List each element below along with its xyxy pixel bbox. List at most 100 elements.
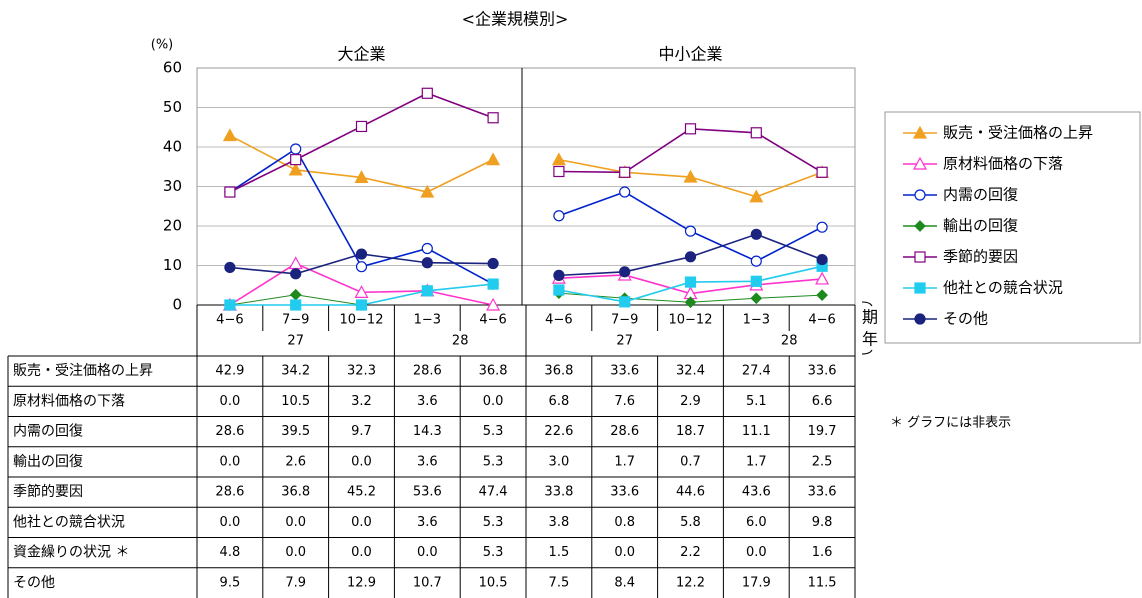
marker bbox=[684, 296, 697, 309]
table-cell: 44.6 bbox=[676, 485, 705, 500]
table-cell: 0.0 bbox=[483, 394, 504, 409]
marker bbox=[487, 112, 499, 124]
table-cell: 32.3 bbox=[347, 364, 376, 379]
marker bbox=[290, 268, 302, 280]
table-cell: 14.3 bbox=[413, 424, 442, 439]
table-cell: 43.6 bbox=[742, 485, 771, 500]
table-cell: 39.5 bbox=[281, 424, 310, 439]
table-cell: 5.3 bbox=[483, 545, 504, 560]
table-cell: 0.0 bbox=[614, 545, 635, 560]
table-cell: 12.9 bbox=[347, 575, 376, 590]
marker bbox=[914, 282, 926, 294]
year-label: 28 bbox=[781, 334, 798, 349]
x-tick-label: 1−3 bbox=[743, 313, 770, 328]
marker bbox=[288, 256, 303, 270]
table-cell: 27.4 bbox=[742, 364, 771, 379]
table-cell: 7.5 bbox=[549, 575, 570, 590]
marker bbox=[912, 156, 928, 170]
y-tick-label: 40 bbox=[163, 138, 182, 156]
marker bbox=[816, 253, 828, 266]
marker bbox=[816, 166, 828, 178]
table-cell: 7.6 bbox=[614, 394, 635, 409]
series-line bbox=[558, 128, 823, 174]
marker bbox=[355, 120, 368, 133]
table-cell: 18.7 bbox=[676, 424, 705, 439]
table-cell: 33.6 bbox=[808, 364, 837, 379]
table-cell: 28.6 bbox=[610, 424, 639, 439]
legend-label: 輸出の回復 bbox=[943, 217, 1018, 235]
table-cell: 3.8 bbox=[549, 515, 570, 530]
table-cell: 33.8 bbox=[544, 485, 573, 500]
marker bbox=[487, 257, 499, 270]
marker bbox=[224, 186, 236, 198]
marker bbox=[912, 125, 928, 139]
table-cell: 6.8 bbox=[549, 394, 570, 409]
marker bbox=[224, 299, 236, 311]
marker bbox=[553, 210, 565, 222]
table-cell: 6.6 bbox=[812, 394, 833, 409]
marker bbox=[354, 170, 369, 184]
x-tick-label: 4−6 bbox=[479, 313, 506, 328]
table-cell: 0.0 bbox=[220, 515, 241, 530]
table-cell: 3.6 bbox=[417, 394, 438, 409]
row-label: 原材料価格の下落 bbox=[13, 393, 125, 409]
marker bbox=[487, 278, 499, 290]
table-cell: 5.3 bbox=[483, 424, 504, 439]
table-cell: 0.0 bbox=[351, 454, 372, 469]
table-cell: 4.8 bbox=[220, 545, 241, 560]
table-cell: 2.5 bbox=[812, 454, 833, 469]
note: ＊ グラフには非表示 bbox=[890, 416, 1011, 431]
marker bbox=[914, 251, 926, 263]
table-cell: 34.2 bbox=[281, 364, 310, 379]
legend-box bbox=[884, 111, 1141, 344]
marker bbox=[289, 288, 302, 301]
table-cell: 11.5 bbox=[808, 575, 837, 590]
table-cell: 0.0 bbox=[351, 515, 372, 530]
table-cell: 45.2 bbox=[347, 485, 376, 500]
marker bbox=[619, 166, 631, 178]
y-tick-label: 30 bbox=[163, 177, 182, 195]
y-tick-label: 20 bbox=[163, 217, 182, 235]
marker bbox=[750, 255, 762, 267]
x-tick-label: 4−6 bbox=[808, 313, 835, 328]
row-label: 販売・受注価格の上昇 bbox=[13, 363, 153, 379]
y-unit: (%) bbox=[151, 38, 174, 53]
marker bbox=[619, 296, 631, 308]
table-cell: 9.7 bbox=[351, 424, 372, 439]
x-tick-label: 4−6 bbox=[216, 313, 243, 328]
marker bbox=[421, 87, 433, 99]
table-cell: 33.6 bbox=[808, 485, 837, 500]
marker bbox=[421, 242, 433, 255]
x-tick-label: 4−6 bbox=[545, 313, 572, 328]
table-cell: 36.8 bbox=[544, 364, 573, 379]
marker bbox=[914, 313, 926, 325]
row-label: 内需の回復 bbox=[13, 423, 83, 440]
y-tick-label: 50 bbox=[163, 98, 182, 116]
x-tick-label: 7−9 bbox=[611, 313, 638, 328]
y-tick-label: 60 bbox=[163, 59, 182, 77]
table-cell: 10.5 bbox=[281, 394, 310, 409]
legend-label: 販売・受注価格の上昇 bbox=[943, 124, 1093, 142]
row-label: その他 bbox=[13, 575, 55, 591]
panel-title: 中小企業 bbox=[658, 45, 722, 64]
year-label: 27 bbox=[287, 334, 304, 349]
table-cell: 1.6 bbox=[812, 545, 833, 560]
table-cell: 0.0 bbox=[746, 545, 767, 560]
marker bbox=[290, 143, 302, 155]
table-cell: 0.0 bbox=[351, 545, 372, 560]
table-cell: 36.8 bbox=[281, 485, 310, 500]
x-tick-label: 10−12 bbox=[340, 313, 384, 328]
table-cell: 11.1 bbox=[742, 424, 771, 439]
table-cell: 0.0 bbox=[285, 515, 306, 530]
marker bbox=[420, 184, 435, 198]
marker bbox=[750, 292, 763, 305]
table-cell: 0.8 bbox=[614, 515, 635, 530]
marker bbox=[750, 127, 762, 139]
marker bbox=[816, 289, 828, 301]
table-cell: 6.0 bbox=[746, 515, 767, 530]
table-cell: 28.6 bbox=[215, 485, 244, 500]
table-cell: 19.7 bbox=[808, 424, 837, 439]
table-cell: 1.5 bbox=[549, 545, 570, 560]
legend-label: 内需の回復 bbox=[943, 186, 1018, 204]
